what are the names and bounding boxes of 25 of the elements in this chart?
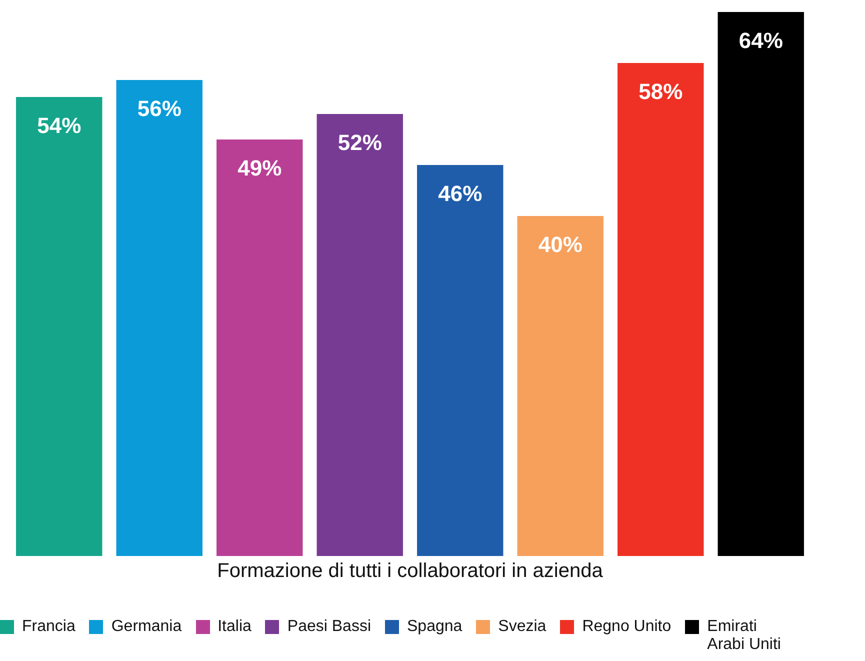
data-label: 46% [438,181,482,206]
legend-label: Regno Unito [582,618,672,636]
data-label: 40% [538,232,582,258]
bar [16,97,102,556]
data-label: 52% [338,130,382,156]
legend-label: Francia [22,618,76,636]
legend-label: Svezia [498,618,546,636]
legend-label: Paesi Bassi [287,618,371,636]
bar [216,140,303,556]
legend-label: Emirati Arabi Uniti [707,618,782,654]
bar [316,114,403,556]
bar [417,165,504,556]
bar [517,216,604,556]
data-label: 58% [638,79,683,104]
data-label: 49% [238,156,282,181]
x-axis-title: Formazione di tutti i collaboratori in azienda [216,560,604,583]
legend-label: Germania [111,618,182,636]
legend-label: Italia [218,618,252,636]
data-label: 56% [137,96,182,122]
bar [116,80,202,556]
bar [618,63,704,556]
legend-label: Spagna [407,618,462,636]
data-label: 64% [738,28,783,54]
bar [718,12,804,556]
data-label: 54% [37,113,82,138]
